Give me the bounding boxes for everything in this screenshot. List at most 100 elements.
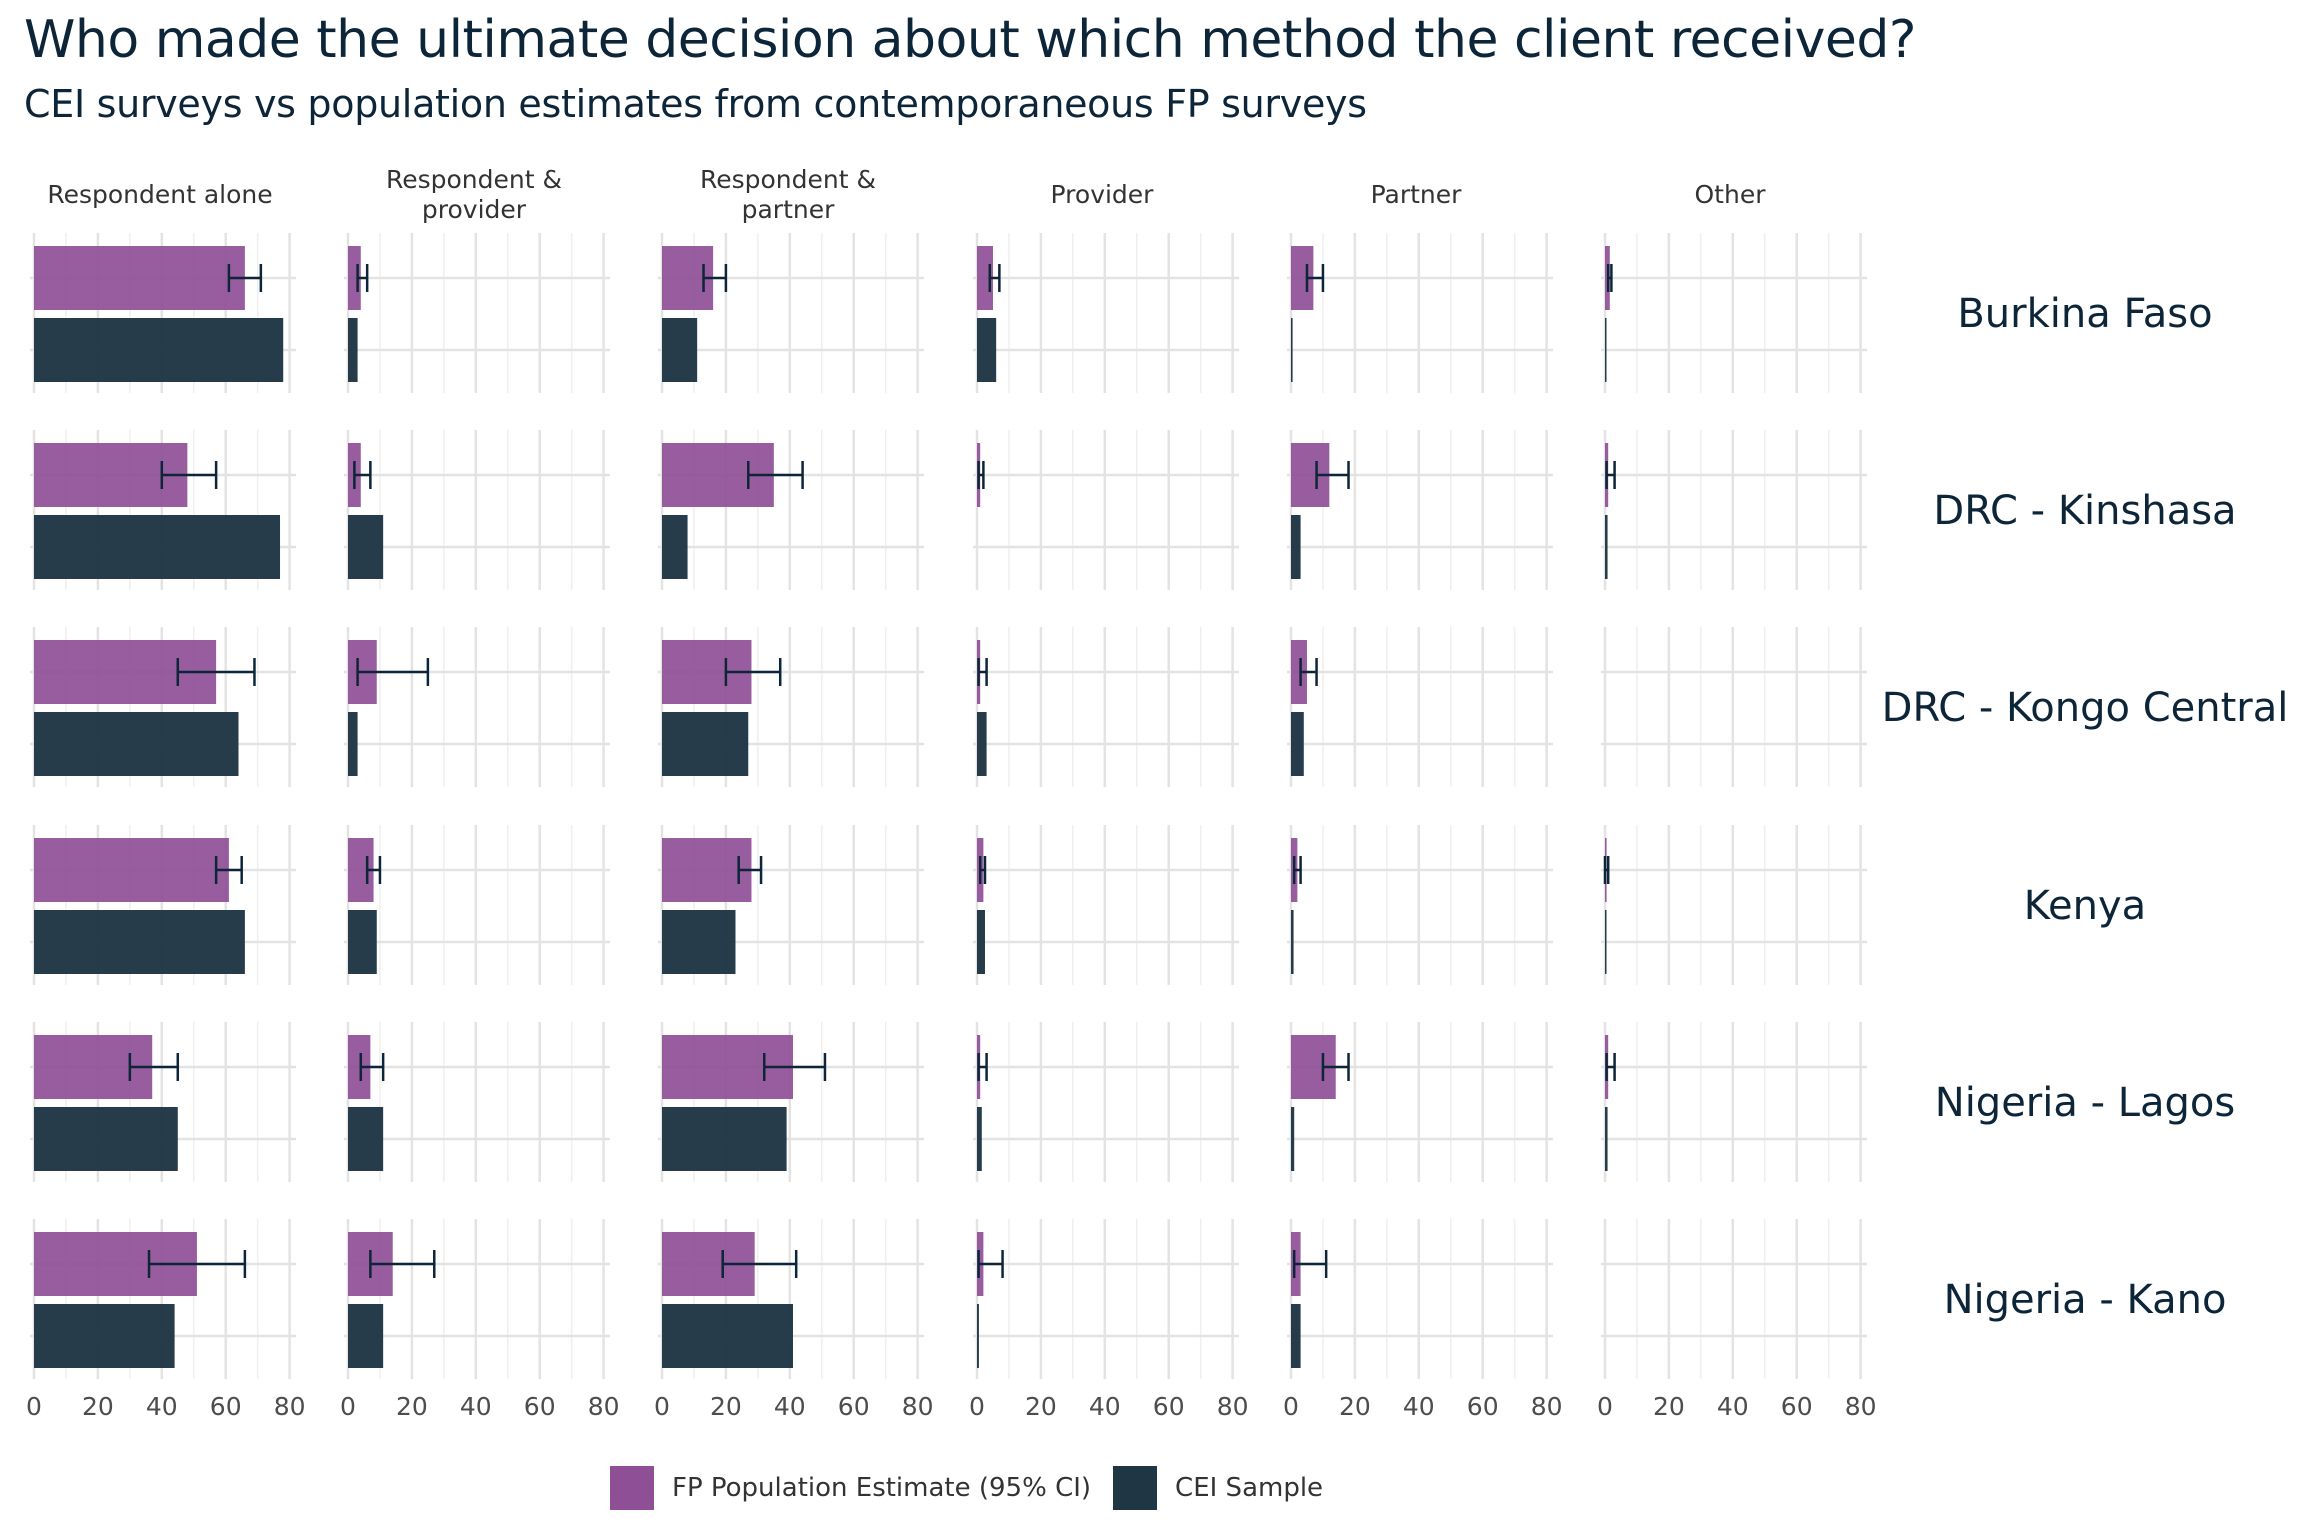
bar-cei-sample bbox=[1291, 318, 1293, 382]
chart-title: Who made the ultimate decision about whi… bbox=[24, 10, 1916, 70]
bar-fp-estimate bbox=[1291, 246, 1314, 310]
facet-panel bbox=[973, 825, 1239, 985]
x-tick-label: 80 bbox=[274, 1392, 306, 1421]
bar-cei-sample bbox=[1291, 1107, 1295, 1171]
facet-panel bbox=[658, 1022, 924, 1182]
bar-cei-sample bbox=[1605, 318, 1607, 382]
bar-cei-sample bbox=[1605, 515, 1608, 579]
column-strip-label: Other bbox=[1695, 180, 1767, 209]
x-tick-label: 0 bbox=[1597, 1392, 1613, 1421]
facet-panel bbox=[30, 627, 296, 787]
facet-panel bbox=[1287, 825, 1553, 985]
facet-panel bbox=[1287, 233, 1553, 393]
column-strip-label-line: Respondent & bbox=[700, 165, 876, 194]
facet-panel bbox=[658, 1219, 924, 1379]
x-tick-label: 60 bbox=[524, 1392, 556, 1421]
legend-label-fp-estimate: FP Population Estimate (95% CI) bbox=[672, 1473, 1092, 1503]
column-strip-label-line: Respondent & bbox=[386, 165, 562, 194]
column-strip-label: Respondent & provider bbox=[386, 165, 562, 224]
facet-panel bbox=[658, 627, 924, 787]
bar-cei-sample bbox=[34, 712, 239, 776]
facet-panel bbox=[973, 430, 1239, 590]
facet-panel bbox=[30, 825, 296, 985]
x-tick-label: 0 bbox=[654, 1392, 670, 1421]
bar-cei-sample bbox=[1291, 910, 1294, 974]
legend-label-cei-sample: CEI Sample bbox=[1175, 1473, 1324, 1503]
bar-cei-sample bbox=[977, 712, 987, 776]
facet-panel bbox=[30, 430, 296, 590]
bar-cei-sample bbox=[662, 515, 688, 579]
facet-panel bbox=[1601, 627, 1867, 787]
bar-cei-sample bbox=[1291, 1304, 1301, 1368]
facet-panel bbox=[344, 233, 610, 393]
x-tick-label: 80 bbox=[1845, 1392, 1877, 1421]
x-tick-label: 60 bbox=[1153, 1392, 1185, 1421]
facet-panel bbox=[344, 430, 610, 590]
legend-swatch-fp-estimate bbox=[610, 1466, 654, 1510]
bar-fp-estimate bbox=[34, 838, 229, 902]
bar-fp-estimate bbox=[34, 246, 245, 310]
x-tick-label: 60 bbox=[210, 1392, 242, 1421]
facet-panel bbox=[658, 430, 924, 590]
x-tick-label: 80 bbox=[902, 1392, 934, 1421]
row-strip-label: Nigeria - Lagos bbox=[1935, 1080, 2235, 1126]
facet-panel bbox=[973, 1219, 1239, 1379]
bar-fp-estimate bbox=[1291, 640, 1307, 704]
x-tick-label: 80 bbox=[1217, 1392, 1249, 1421]
bar-cei-sample bbox=[662, 1304, 793, 1368]
x-tick-label: 0 bbox=[340, 1392, 356, 1421]
column-strip-label-line: Other bbox=[1695, 180, 1767, 209]
bar-cei-sample bbox=[34, 318, 284, 382]
facet-panel bbox=[973, 233, 1239, 393]
bar-cei-sample bbox=[34, 1107, 178, 1171]
facet-panel bbox=[344, 627, 610, 787]
facet-panel bbox=[1287, 1022, 1553, 1182]
bar-cei-sample bbox=[348, 910, 377, 974]
column-strip-label-line: partner bbox=[742, 195, 835, 224]
bar-cei-sample bbox=[34, 1304, 175, 1368]
facet-panel bbox=[1287, 1219, 1553, 1379]
bar-cei-sample bbox=[1605, 910, 1607, 974]
bar-cei-sample bbox=[34, 910, 245, 974]
legend-swatch-cei-sample bbox=[1113, 1466, 1158, 1510]
bar-cei-sample bbox=[348, 1107, 384, 1171]
facet-panel bbox=[1601, 233, 1867, 393]
facet-panel bbox=[973, 1022, 1239, 1182]
x-tick-label: 0 bbox=[969, 1392, 985, 1421]
bar-cei-sample bbox=[662, 1107, 787, 1171]
x-tick-label: 20 bbox=[1653, 1392, 1685, 1421]
x-tick-label: 20 bbox=[1339, 1392, 1371, 1421]
column-strip-label: Respondent & partner bbox=[700, 165, 876, 224]
chart-subtitle: CEI surveys vs population estimates from… bbox=[24, 82, 1367, 126]
x-tick-label: 60 bbox=[838, 1392, 870, 1421]
x-tick-label: 40 bbox=[1089, 1392, 1121, 1421]
bar-fp-estimate bbox=[662, 838, 752, 902]
row-strip-label: Nigeria - Kano bbox=[1944, 1277, 2227, 1323]
bar-cei-sample bbox=[977, 318, 997, 382]
column-strip-label-line: Respondent alone bbox=[47, 180, 272, 209]
x-tick-label: 40 bbox=[774, 1392, 806, 1421]
legend-item-fp-estimate: FP Population Estimate (95% CI) bbox=[610, 1466, 1091, 1510]
bar-cei-sample bbox=[348, 515, 384, 579]
x-tick-label: 40 bbox=[460, 1392, 492, 1421]
bar-cei-sample bbox=[977, 910, 985, 974]
x-tick-label: 80 bbox=[588, 1392, 620, 1421]
legend-item-cei-sample: CEI Sample bbox=[1113, 1466, 1323, 1510]
bar-fp-estimate bbox=[348, 246, 361, 310]
x-tick-label: 0 bbox=[1283, 1392, 1299, 1421]
x-tick-label: 40 bbox=[1717, 1392, 1749, 1421]
legend: FP Population Estimate (95% CI) CEI Samp… bbox=[610, 1466, 1345, 1510]
facet-panel bbox=[658, 825, 924, 985]
bar-cei-sample bbox=[1605, 1107, 1608, 1171]
facet-panel bbox=[30, 1022, 296, 1182]
column-strip-label: Provider bbox=[1051, 180, 1155, 209]
bar-cei-sample bbox=[1291, 515, 1301, 579]
x-tick-label: 60 bbox=[1781, 1392, 1813, 1421]
x-tick-label: 20 bbox=[82, 1392, 114, 1421]
x-tick-label: 40 bbox=[1403, 1392, 1435, 1421]
facet-panel bbox=[1601, 1219, 1867, 1379]
bar-fp-estimate bbox=[977, 246, 993, 310]
facet-panel bbox=[30, 1219, 296, 1379]
facet-panel bbox=[344, 1219, 610, 1379]
